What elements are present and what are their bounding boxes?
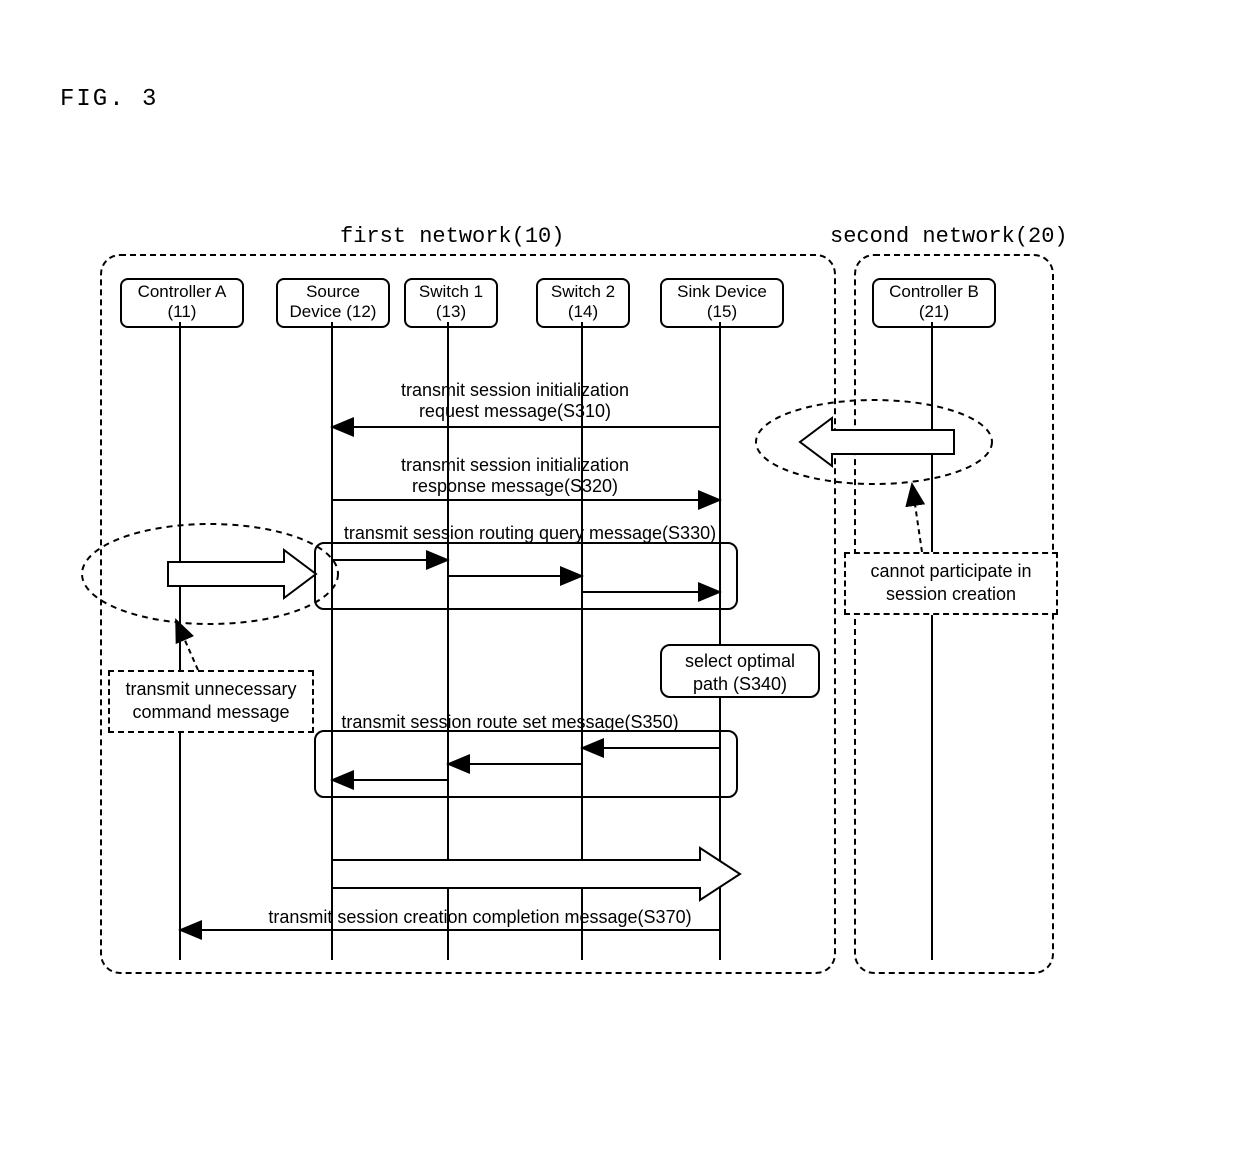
actor-switch-1: Switch 1 (13) — [404, 278, 498, 328]
step-s340: select optimal path (S340) — [660, 644, 820, 698]
text: request message(S310) — [419, 401, 611, 421]
lifeline — [331, 322, 333, 960]
group-s350 — [314, 730, 738, 798]
text: cannot participate in — [870, 561, 1031, 581]
group-s330 — [314, 542, 738, 610]
actor-controller-b: Controller B (21) — [872, 278, 996, 328]
msg-s330-label: transmit session routing query message(S… — [320, 523, 740, 544]
actor-label: Device (12) — [290, 302, 377, 321]
actor-label: Switch 1 — [419, 282, 483, 301]
text: session creation — [886, 584, 1016, 604]
actor-label: (11) — [168, 302, 197, 321]
msg-s360-label: session is established (S360) — [370, 862, 660, 883]
actor-label: Source — [306, 282, 360, 301]
text: path (S340) — [693, 674, 787, 694]
first-network-label: first network(10) — [340, 224, 564, 249]
text: response message(S320) — [412, 476, 618, 496]
msg-s370-label: transmit session creation completion mes… — [250, 907, 710, 928]
msg-s310-label: transmit session initialization request … — [370, 380, 660, 422]
text: command message — [132, 702, 289, 722]
actor-label: (14) — [568, 302, 598, 321]
actor-switch-2: Switch 2 (14) — [536, 278, 630, 328]
note-cannot: cannot participate in session creation — [844, 552, 1058, 615]
actor-label: Controller B — [889, 282, 979, 301]
actor-label: Switch 2 — [551, 282, 615, 301]
msg-s320-label: transmit session initialization response… — [370, 455, 660, 497]
text: transmit session initialization — [401, 380, 629, 400]
figure-title: FIG. 3 — [60, 86, 158, 113]
actor-label: (13) — [436, 302, 466, 321]
actor-source-device: Source Device (12) — [276, 278, 390, 328]
actor-label: (21) — [919, 302, 949, 321]
note-unnecessary: transmit unnecessary command message — [108, 670, 314, 733]
actor-label: Sink Device — [677, 282, 767, 301]
lifeline — [931, 322, 933, 960]
actor-controller-a: Controller A (11) — [120, 278, 244, 328]
text: transmit unnecessary — [125, 679, 296, 699]
lifeline — [719, 322, 721, 960]
text: transmit session initialization — [401, 455, 629, 475]
actor-label: Controller A — [138, 282, 227, 301]
second-network-label: second network(20) — [830, 224, 1068, 249]
lifeline — [179, 322, 181, 960]
actor-label: (15) — [707, 302, 737, 321]
actor-sink-device: Sink Device (15) — [660, 278, 784, 328]
text: select optimal — [685, 651, 795, 671]
